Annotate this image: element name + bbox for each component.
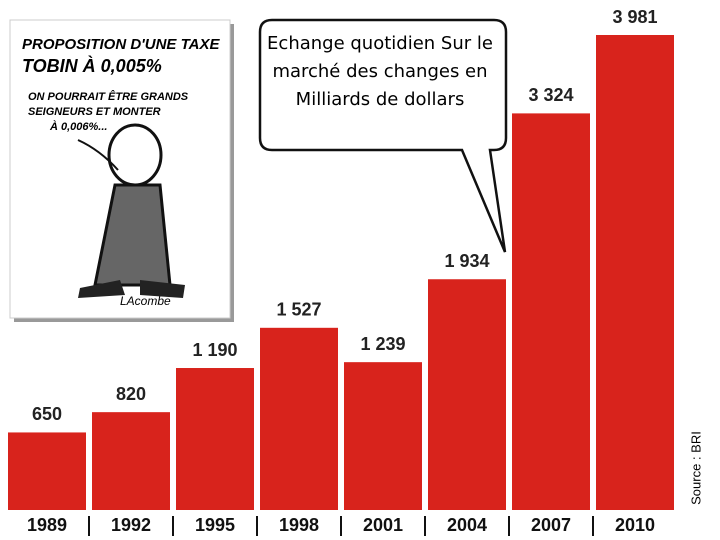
x-tick-label: 2010 bbox=[615, 515, 655, 535]
bar bbox=[512, 113, 590, 510]
bar bbox=[596, 35, 674, 510]
bar bbox=[8, 432, 86, 510]
bars: 650 1989 820 1992 1 190 1995 1 527 1998 1 239 200… bbox=[8, 7, 674, 536]
cartoon-text: TOBIN À 0,005% bbox=[22, 55, 162, 76]
chart-title: Echange quotidien Sur le marché des chan… bbox=[267, 33, 493, 110]
source-note: Source : BRI bbox=[688, 431, 703, 505]
bar bbox=[344, 362, 422, 510]
x-tick-label: 2004 bbox=[447, 515, 487, 535]
cartoon-text: SEIGNEURS ET MONTER bbox=[28, 106, 161, 118]
value-label: 3 324 bbox=[528, 85, 573, 105]
value-label: 1 934 bbox=[444, 251, 489, 271]
value-label: 650 bbox=[32, 404, 62, 424]
cartoon-text: ON POURRAIT ÊTRE GRANDS bbox=[28, 90, 189, 103]
value-label: 3 981 bbox=[612, 7, 657, 27]
cartoon-signature: LAcombe bbox=[120, 294, 171, 308]
value-label: 1 527 bbox=[276, 300, 321, 320]
cartoon-text: À 0,006%... bbox=[49, 120, 107, 133]
bar bbox=[260, 327, 338, 510]
bar bbox=[428, 279, 506, 510]
x-tick-label: 2001 bbox=[363, 515, 403, 535]
value-label: 1 239 bbox=[360, 334, 405, 354]
bar bbox=[92, 412, 170, 510]
x-tick-label: 1992 bbox=[111, 515, 151, 535]
cartoon-text: PROPOSITION D'UNE TAXE bbox=[22, 36, 220, 53]
cartoon-shoes bbox=[78, 280, 185, 298]
value-label: 1 190 bbox=[192, 340, 237, 360]
cartoon-speech-line bbox=[77, 139, 119, 171]
x-tick-label: 2007 bbox=[531, 515, 571, 535]
cartoon: PROPOSITION D'UNE TAXE TOBIN À 0,005% ON… bbox=[9, 19, 234, 322]
cartoon-head bbox=[107, 123, 163, 187]
x-tick-label: 1995 bbox=[195, 515, 235, 535]
speech-bubble bbox=[258, 18, 508, 253]
value-label: 820 bbox=[116, 384, 146, 404]
x-tick-label: 1998 bbox=[279, 515, 319, 535]
bar bbox=[176, 368, 254, 510]
x-tick-label: 1989 bbox=[27, 515, 67, 535]
